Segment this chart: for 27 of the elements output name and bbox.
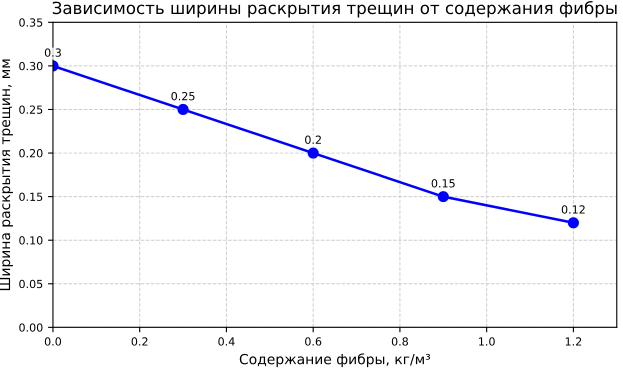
x-tick-label: 0.4: [218, 337, 235, 346]
text: 0.12: [562, 205, 585, 214]
text: 0.2: [305, 136, 321, 144]
point: [438, 191, 449, 202]
point: [178, 104, 189, 116]
x-tick-label: 0.2: [132, 337, 148, 346]
y-axis-title: Ширина раскрытия трещин, мм: [0, 60, 13, 290]
y-tick-label: 0.15: [19, 192, 42, 202]
chart-title: Зависимость ширины раскрытия трещин от содержания фибры: [52, 1, 617, 18]
point: [568, 217, 579, 228]
y-tick-label: 0.00: [19, 323, 42, 332]
x-tick-label: 1.0: [479, 337, 495, 346]
y-tick-label: 0.25: [19, 105, 42, 114]
y-tick-label: 0.35: [19, 18, 42, 27]
x-tick-label: 0.6: [305, 337, 322, 346]
text: 0.25: [171, 92, 194, 100]
x-tick-label: 0.8: [392, 337, 408, 346]
text: 0.3: [44, 48, 61, 57]
x-tick-label: 1.2: [566, 337, 582, 346]
y-tick-label: 0.05: [19, 280, 42, 288]
y-tick-label: 0.10: [19, 236, 42, 245]
text: 0.15: [432, 179, 455, 188]
y-tick-label: 0.30: [19, 62, 42, 70]
y-tick-label: 0.20: [19, 149, 42, 158]
x-axis-title: Содержание фибры, кг/м³: [240, 353, 430, 368]
point: [308, 147, 319, 159]
x-tick-label: 0.0: [44, 337, 62, 346]
